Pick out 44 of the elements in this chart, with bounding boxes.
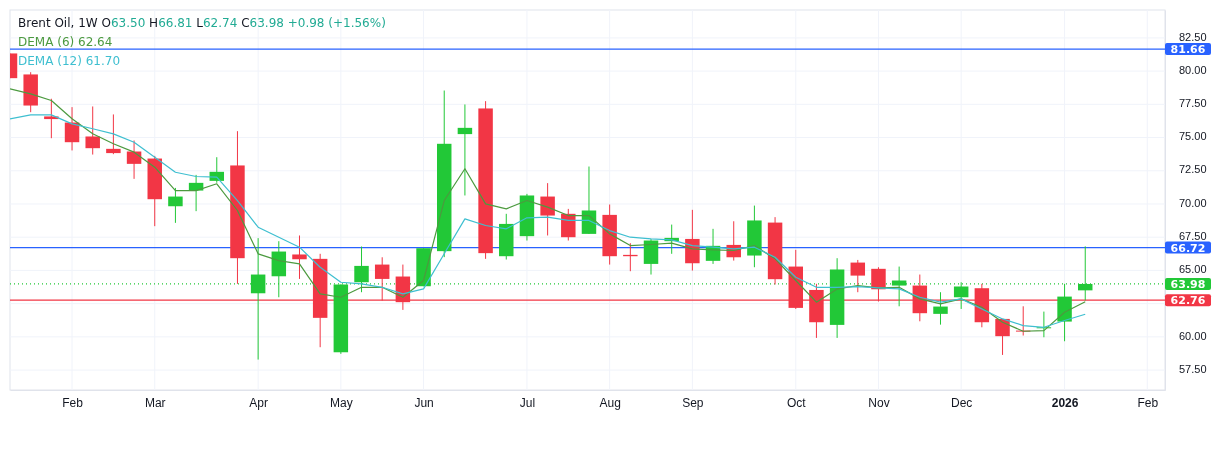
ref-line-label: 62.76 bbox=[1170, 294, 1206, 308]
y-tick-label: 57.50 bbox=[1179, 362, 1207, 375]
x-tick-label: May bbox=[330, 395, 353, 410]
candlestick bbox=[106, 113, 121, 155]
x-tick-label: Feb bbox=[1137, 395, 1159, 410]
text: O63.50 H66.81 L62.74 C63.98 +0.98 (+1.56%) bbox=[101, 16, 386, 30]
x-tick-label: Apr bbox=[249, 395, 268, 410]
candlestick bbox=[85, 105, 100, 156]
y-tick-label: 72.50 bbox=[1179, 163, 1207, 176]
y-tick-label: 77.50 bbox=[1179, 97, 1207, 110]
x-tick-label: Jul bbox=[519, 395, 536, 410]
y-tick-label: 65.00 bbox=[1179, 263, 1207, 276]
candlestick bbox=[292, 234, 307, 280]
candlestick bbox=[168, 187, 183, 224]
ref-line-label: 66.72 bbox=[1170, 241, 1206, 255]
ref-line-label: 81.66 bbox=[1170, 43, 1206, 57]
x-tick-label: Aug bbox=[599, 395, 621, 410]
y-tick-label: 75.00 bbox=[1179, 130, 1207, 143]
text: Brent Oil, 1W bbox=[18, 16, 102, 30]
text: DEMA (6) bbox=[18, 35, 79, 49]
ref-line-label: 63.98 bbox=[1170, 277, 1206, 291]
y-tick-label: 70.00 bbox=[1179, 196, 1207, 209]
candlestick bbox=[561, 208, 576, 242]
candlestick bbox=[44, 98, 59, 139]
x-tick-label: Oct bbox=[786, 395, 807, 410]
y-tick-label: 80.00 bbox=[1179, 63, 1207, 76]
annotation: 62.64 bbox=[78, 35, 113, 49]
y-tick-label: 60.00 bbox=[1179, 329, 1207, 342]
candlestick bbox=[850, 259, 866, 293]
x-tick-label: Nov bbox=[868, 395, 890, 410]
candlestick bbox=[457, 103, 473, 196]
x-tick-label: Jun bbox=[414, 395, 434, 410]
candlestick bbox=[933, 291, 948, 326]
x-tick-label: Sep bbox=[682, 395, 704, 410]
y-tick-label: 82.50 bbox=[1179, 30, 1207, 43]
x-tick-label: Mar bbox=[144, 395, 166, 410]
annotation: 61.70 bbox=[85, 54, 121, 68]
x-tick-label: Feb bbox=[62, 395, 84, 410]
x-tick-label: 2026 bbox=[1051, 395, 1079, 410]
candlestick bbox=[540, 182, 555, 236]
y-tick-label: 67.50 bbox=[1179, 229, 1207, 242]
text: DEMA (12) bbox=[18, 54, 86, 68]
candlestick bbox=[643, 238, 659, 276]
x-tick-label: Dec bbox=[951, 395, 973, 410]
